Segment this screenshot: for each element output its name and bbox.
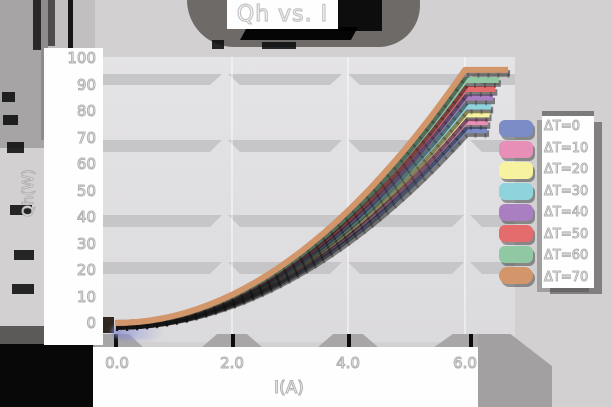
x-tick: 4.0 [336,354,361,373]
legend-label: ΔT=60 [544,248,589,264]
x-tick: 6.0 [453,354,478,373]
legend-label: ΔT=50 [544,226,589,242]
legend-label: ΔT=10 [544,140,589,156]
x-axis-label-box [93,347,478,407]
legend-swatch [499,120,533,137]
legend-swatch [499,204,533,221]
y-tick: 100 [67,49,97,68]
y-tick: 40 [76,208,96,227]
legend-swatch [499,246,533,263]
shadow-black-bottomleft [0,344,93,407]
y-tick: 30 [76,234,96,253]
gridline-band [95,74,515,85]
shadow-smudge [3,115,18,125]
origin-glow-smudge [112,323,164,340]
vertical-gridline [347,57,349,342]
shadow-smudge [14,250,34,260]
shadow-smudge [262,42,296,49]
y-tick: 0 [86,314,97,333]
chart-title: Qh vs. I [236,1,329,27]
vertical-gridline [464,57,466,342]
gridline-band [95,215,515,227]
shadow-streak [48,0,55,46]
y-axis-label-box [44,48,103,345]
gridline-band [95,140,515,152]
shadow-smudge [2,92,15,102]
y-tick: 80 [76,102,96,121]
title-shadow-dark [336,0,382,31]
y-axis-title: Qh(W) [19,169,38,218]
legend-swatch [499,267,533,284]
x-tick: 0.0 [105,354,130,373]
shadow-streak [33,0,41,50]
legend-label: ΔT=20 [544,162,589,178]
legend-label: ΔT=30 [544,183,589,199]
legend-swatch [499,183,533,200]
y-tick: 20 [76,261,96,280]
x-axis-title: I(A) [274,378,305,399]
plot-area [95,57,515,342]
y-tick: 50 [76,181,96,200]
shadow-smudge [212,40,224,49]
legend-box: ΔT=0 ΔT=10 ΔT=20 ΔT=30 ΔT=40 ΔT=50 ΔT=60… [542,116,594,288]
legend-swatch [499,141,533,158]
legend-label: ΔT=70 [544,269,589,285]
y-tick: 60 [76,155,96,174]
title-shadow-strip [240,27,358,40]
tick-shadow-mound [201,334,263,348]
shadow-smudge [10,205,32,215]
legend-swatch [499,162,533,179]
tick-shadow-mound [317,334,379,348]
y-tick: 70 [76,128,96,147]
vertical-gridline [231,57,233,342]
shadow-smudge [12,284,34,294]
legend-swatch [499,225,533,242]
legend-label: ΔT=40 [544,205,589,221]
x-tick: 2.0 [220,354,245,373]
gridline-band [95,262,515,274]
y-tick: 10 [76,287,96,306]
legend-label: ΔT=0 [544,119,581,135]
chart-title-box: Qh vs. I [227,0,338,29]
y-tick: 90 [76,75,96,94]
shadow-smudge [7,142,24,153]
